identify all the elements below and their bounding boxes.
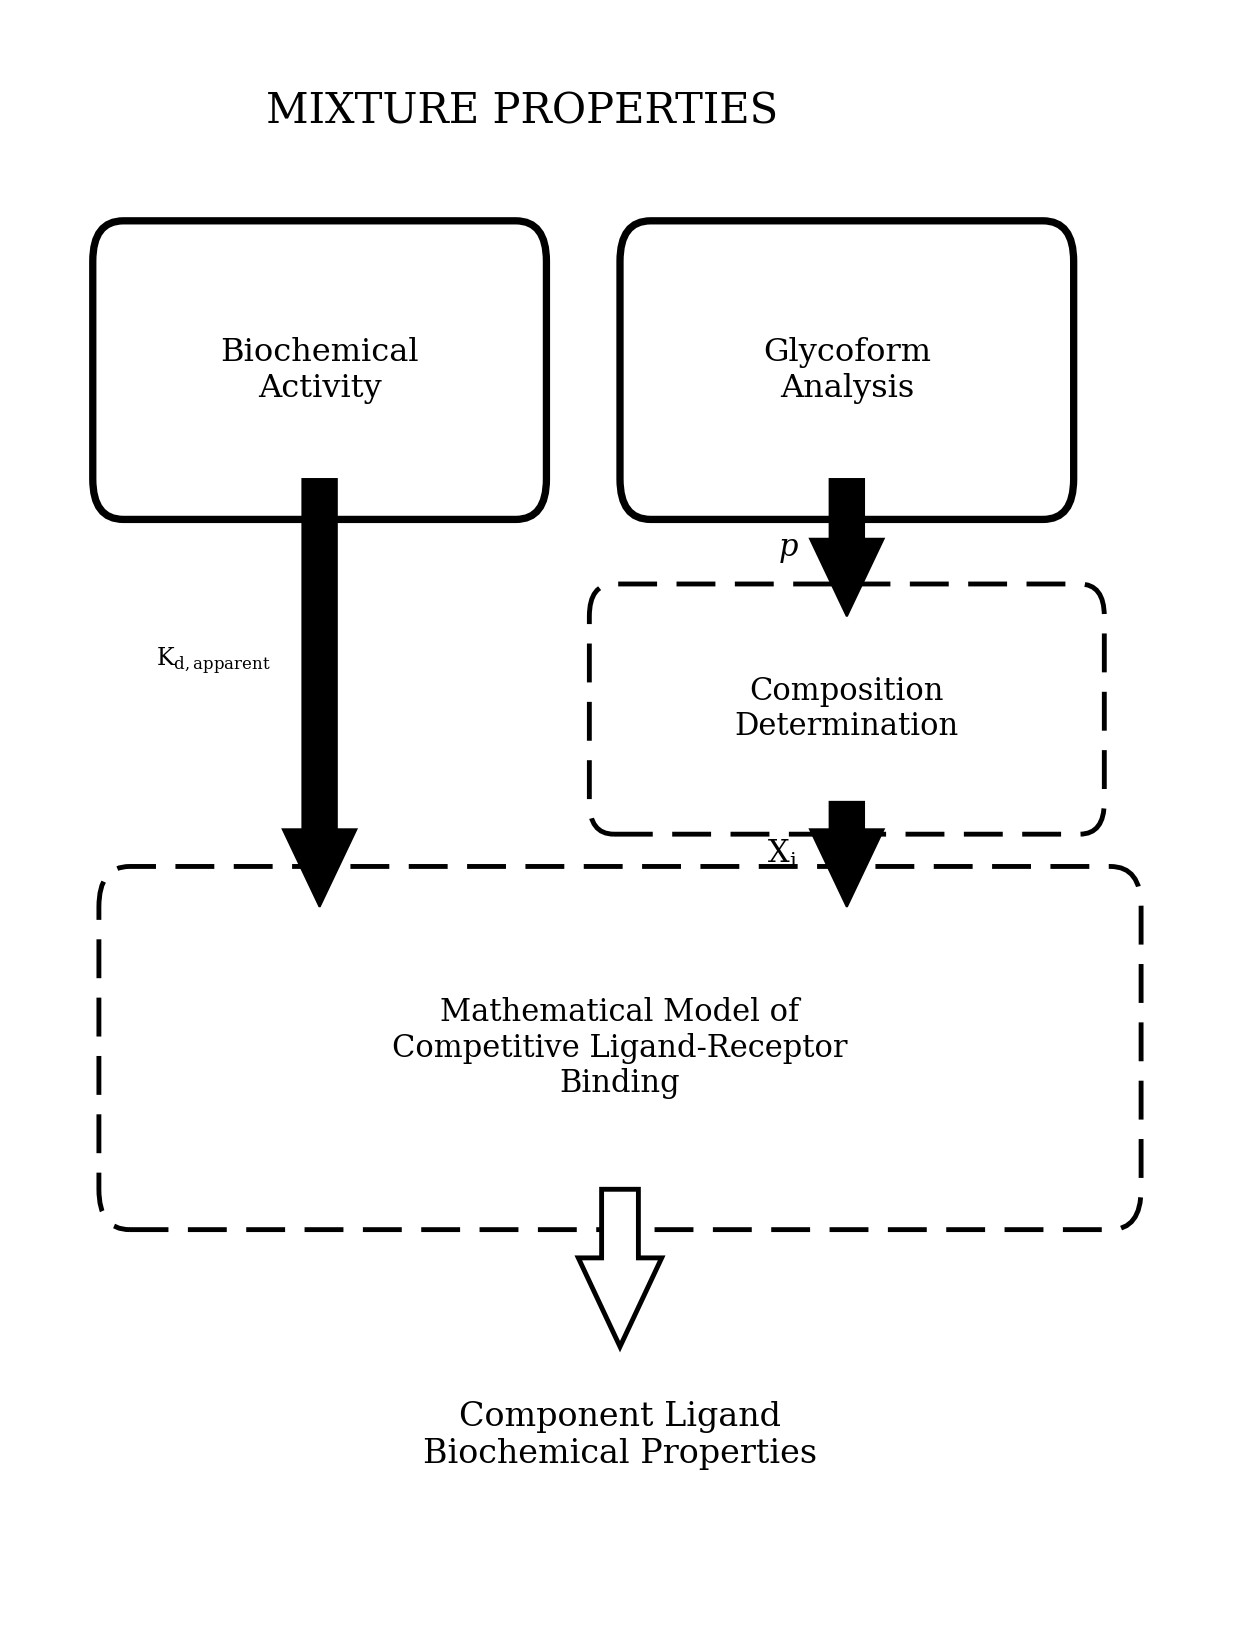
Polygon shape (283, 479, 356, 907)
FancyBboxPatch shape (99, 866, 1141, 1229)
Polygon shape (810, 803, 884, 907)
Text: Glycoform
Analysis: Glycoform Analysis (763, 337, 931, 404)
Polygon shape (578, 1190, 662, 1346)
FancyBboxPatch shape (93, 221, 547, 519)
Text: X$_{\mathregular{i}}$: X$_{\mathregular{i}}$ (768, 838, 797, 871)
Text: p: p (779, 532, 797, 563)
Text: K$_{\mathregular{d,apparent}}$: K$_{\mathregular{d,apparent}}$ (156, 645, 270, 676)
Polygon shape (810, 479, 884, 617)
Text: Composition
Determination: Composition Determination (735, 676, 959, 742)
Text: Mathematical Model of
Competitive Ligand-Receptor
Binding: Mathematical Model of Competitive Ligand… (392, 996, 848, 1099)
Text: MIXTURE PROPERTIES: MIXTURE PROPERTIES (265, 91, 777, 133)
Text: Biochemical
Activity: Biochemical Activity (221, 337, 419, 404)
FancyBboxPatch shape (620, 221, 1074, 519)
Text: Component Ligand
Biochemical Properties: Component Ligand Biochemical Properties (423, 1402, 817, 1470)
FancyBboxPatch shape (589, 584, 1105, 834)
